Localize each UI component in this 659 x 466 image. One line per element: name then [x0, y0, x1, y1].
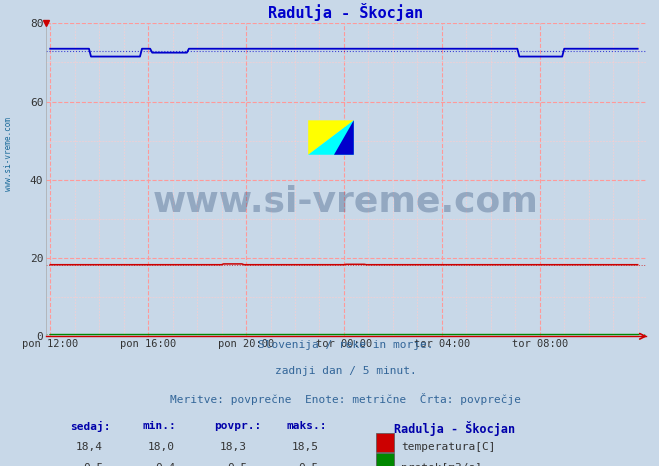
Title: Radulja - Škocjan: Radulja - Škocjan: [268, 3, 424, 21]
Text: sedaj:: sedaj:: [70, 420, 111, 432]
Text: 18,4: 18,4: [76, 442, 103, 452]
Text: www.si-vreme.com: www.si-vreme.com: [4, 117, 13, 191]
Text: 0,4: 0,4: [155, 463, 175, 466]
Text: Radulja - Škocjan: Radulja - Škocjan: [394, 420, 515, 436]
Text: min.:: min.:: [142, 420, 176, 431]
Polygon shape: [308, 120, 354, 155]
Text: pretok[m3/s]: pretok[m3/s]: [401, 463, 482, 466]
Text: 0,5: 0,5: [83, 463, 103, 466]
Text: Slovenija / reke in morje.: Slovenija / reke in morje.: [258, 340, 434, 350]
Text: www.si-vreme.com: www.si-vreme.com: [153, 185, 539, 219]
Text: 0,5: 0,5: [299, 463, 319, 466]
Text: 18,3: 18,3: [220, 442, 247, 452]
Text: 0,5: 0,5: [227, 463, 247, 466]
Text: temperatura[C]: temperatura[C]: [401, 442, 496, 452]
Text: 18,5: 18,5: [292, 442, 319, 452]
Text: povpr.:: povpr.:: [214, 420, 261, 431]
Polygon shape: [334, 120, 354, 155]
Text: 18,0: 18,0: [148, 442, 175, 452]
Text: zadnji dan / 5 minut.: zadnji dan / 5 minut.: [275, 366, 417, 377]
Text: maks.:: maks.:: [286, 420, 326, 431]
Text: Meritve: povprečne  Enote: metrične  Črta: povprečje: Meritve: povprečne Enote: metrične Črta:…: [171, 393, 521, 405]
Bar: [376, 453, 394, 466]
Bar: [376, 432, 394, 452]
Polygon shape: [308, 120, 354, 155]
